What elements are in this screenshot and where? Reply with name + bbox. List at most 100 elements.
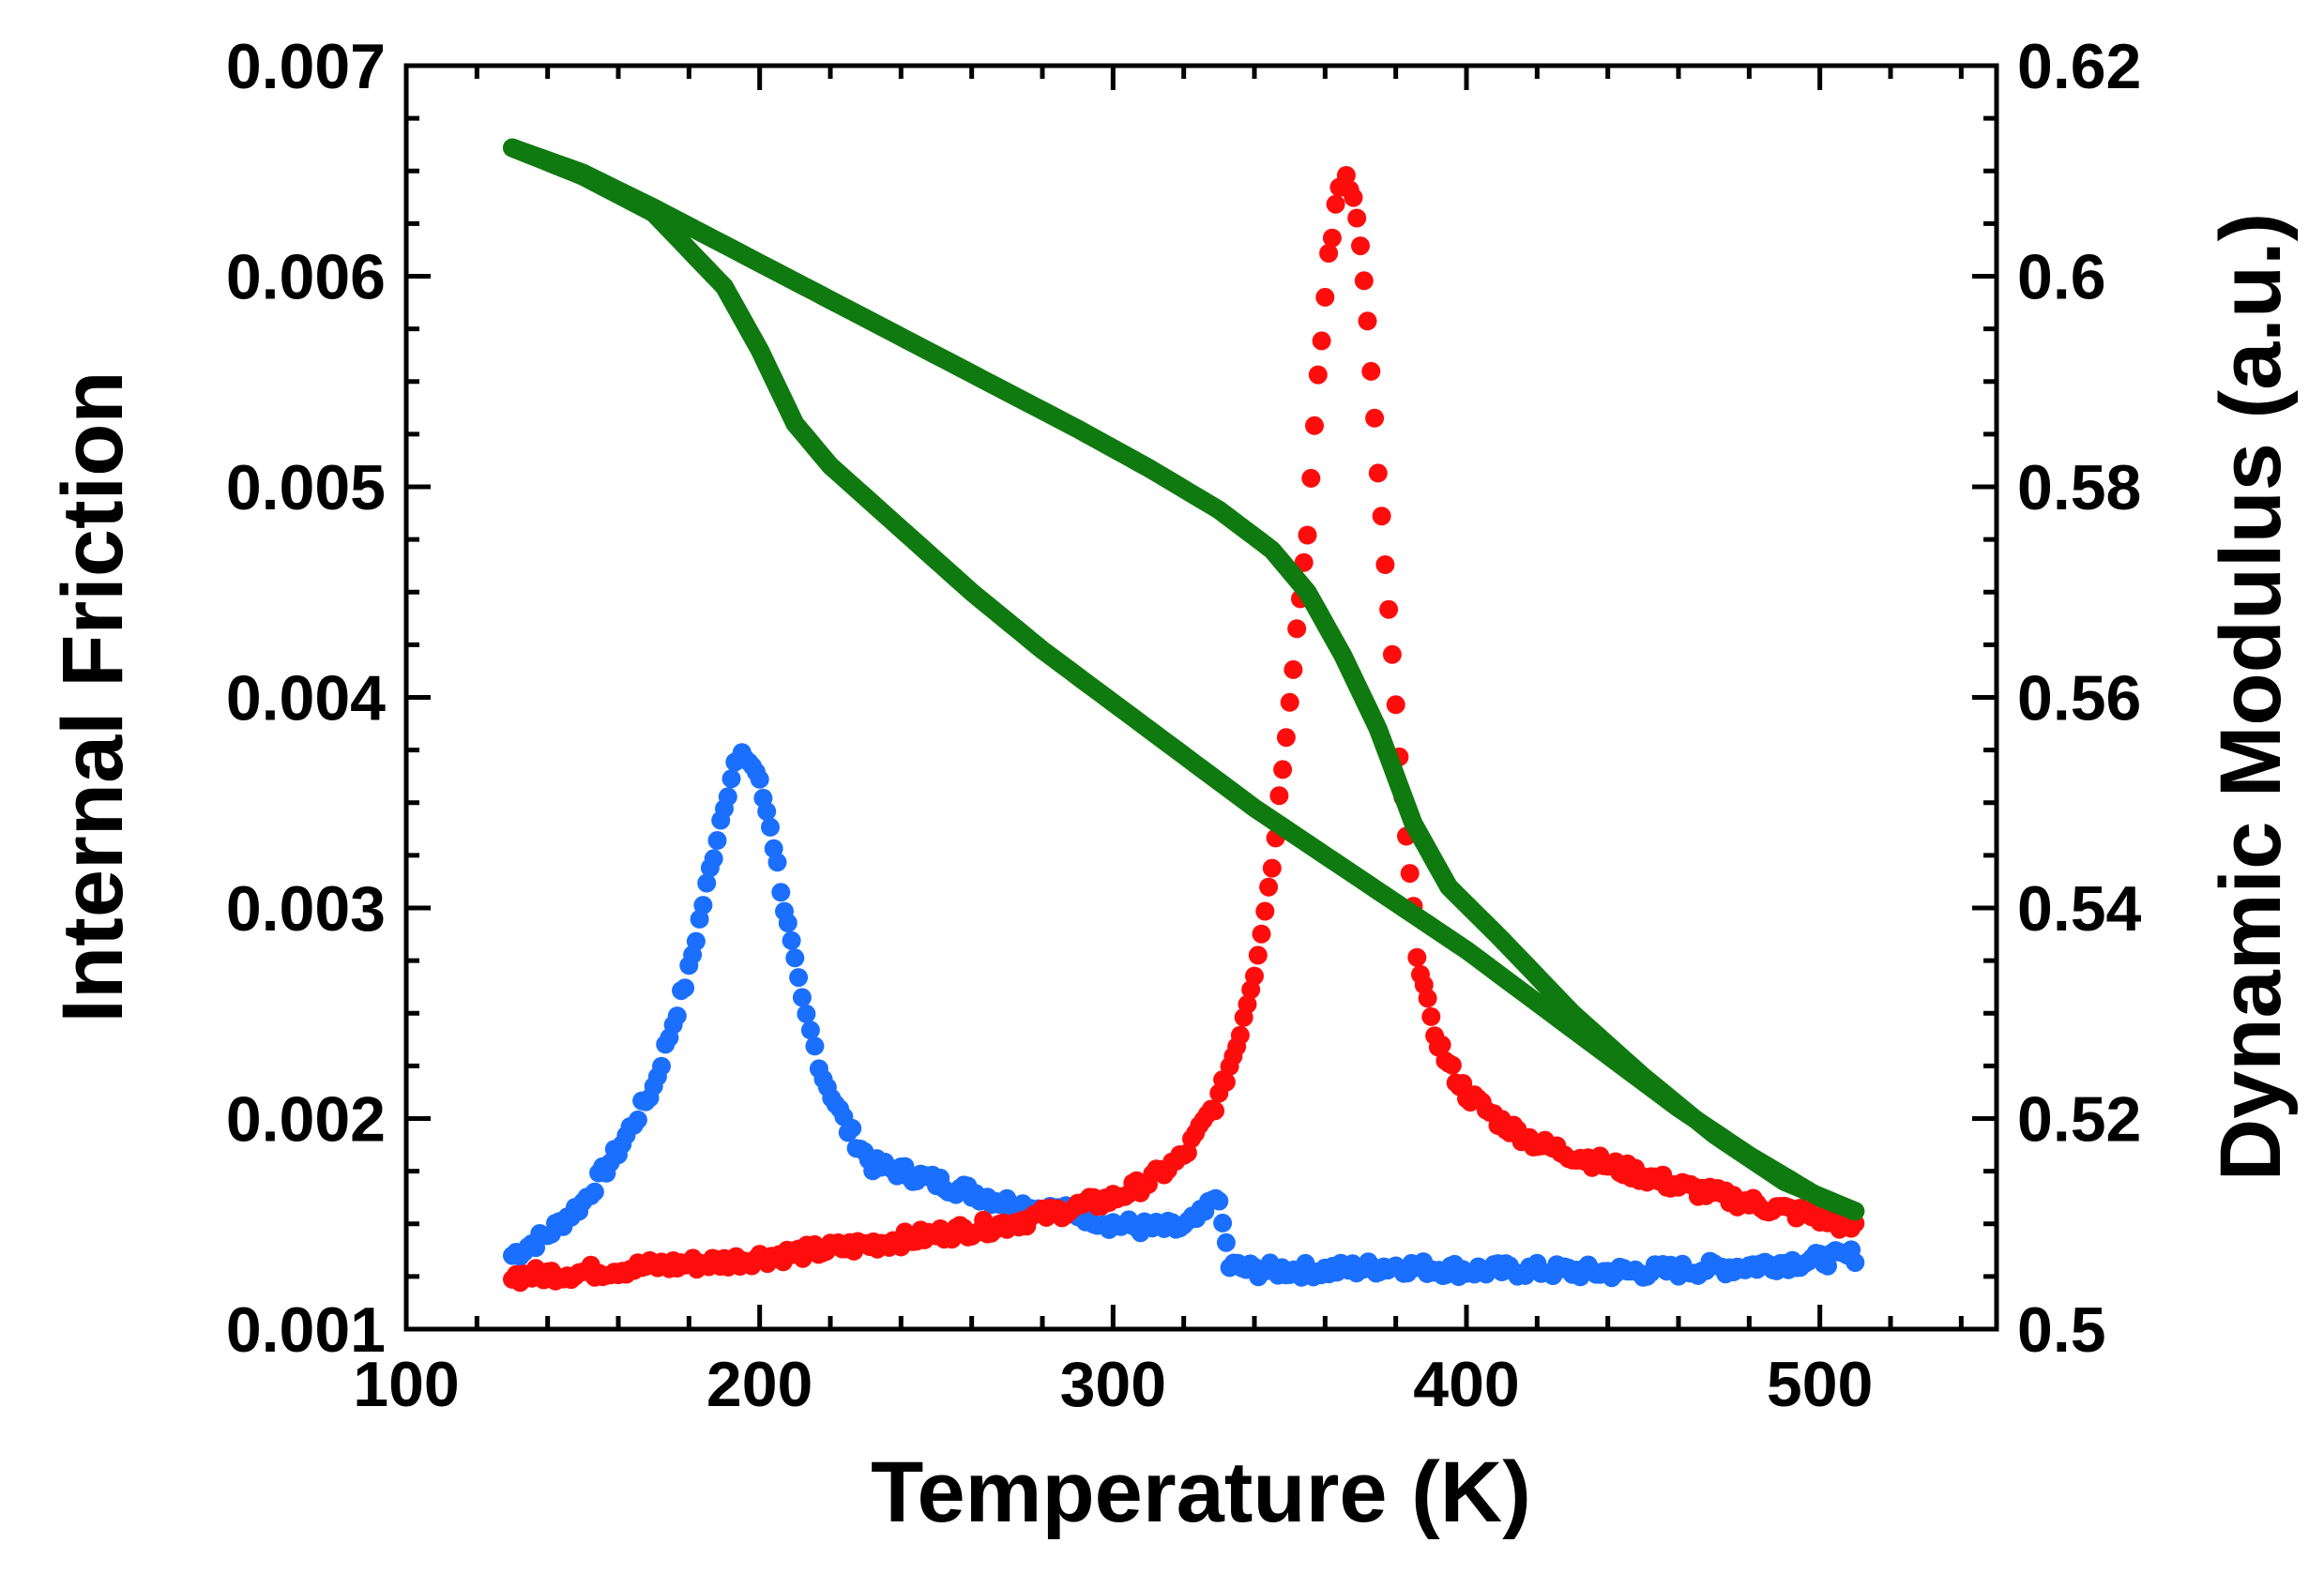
data-point	[1294, 552, 1314, 572]
data-point	[843, 1118, 862, 1138]
data-point	[707, 831, 727, 850]
data-point	[778, 914, 797, 932]
data-point	[1308, 365, 1328, 385]
data-point	[1382, 644, 1402, 664]
data-point	[585, 1182, 604, 1202]
data-point	[1245, 966, 1264, 986]
data-point	[1421, 1006, 1441, 1026]
data-point	[782, 930, 801, 950]
data-point	[1238, 994, 1257, 1014]
y-right-tick-label: 0.6	[2017, 242, 2106, 313]
data-point	[686, 931, 706, 951]
x-tick-label: 500	[1767, 1349, 1873, 1420]
y-left-tick-label: 0.001	[226, 1294, 386, 1366]
y-axis-left-title: Internal Friction	[45, 371, 141, 1022]
x-tick-label: 300	[1060, 1349, 1166, 1420]
data-point	[797, 1004, 816, 1023]
data-point	[1287, 619, 1307, 639]
y-left-tick-label: 0.005	[226, 452, 386, 523]
data-point	[718, 787, 737, 807]
data-point	[750, 769, 769, 789]
data-point	[722, 769, 741, 789]
data-point	[1365, 408, 1385, 428]
data-point	[1351, 236, 1370, 256]
data-point	[676, 978, 695, 998]
data-point	[1453, 1074, 1473, 1093]
x-tick-label: 100	[353, 1349, 459, 1420]
data-point	[1273, 760, 1293, 779]
modulus-curve	[503, 138, 1865, 1221]
x-axis-title: Temperature (K)	[871, 1444, 1531, 1540]
data-point	[652, 1056, 671, 1076]
data-point	[1319, 244, 1339, 263]
data-point	[1375, 555, 1395, 574]
data-point	[767, 853, 787, 872]
y-left-tick-label: 0.004	[226, 663, 386, 734]
data-point	[693, 896, 713, 915]
data-point	[785, 948, 805, 968]
series-internal-friction-blue	[503, 743, 1865, 1288]
data-point	[1213, 1213, 1233, 1233]
data-point	[1284, 659, 1303, 679]
data-point	[1298, 525, 1317, 545]
tick-layer: 100 200 300 400 500 0.001 0.002 0.003 0.004 0.005…	[226, 31, 2142, 1420]
x-tick-label: 200	[706, 1349, 813, 1420]
data-point	[805, 1036, 825, 1056]
data-point	[1336, 166, 1356, 185]
data-point	[771, 883, 791, 902]
data-point	[1347, 208, 1367, 228]
data-point	[1276, 728, 1296, 748]
x-tick-label: 400	[1413, 1349, 1519, 1420]
data-point	[1386, 695, 1405, 715]
data-point	[1301, 468, 1321, 488]
y-right-tick-label: 0.54	[2017, 873, 2142, 945]
data-point	[1230, 1025, 1250, 1045]
data-point	[1407, 947, 1427, 967]
data-point	[1248, 945, 1268, 965]
y-right-tick-label: 0.62	[2017, 31, 2141, 102]
data-point	[1358, 311, 1377, 331]
data-point	[757, 802, 777, 822]
y-left-tick-label: 0.007	[226, 31, 386, 102]
y-left-tick-label: 0.006	[226, 242, 386, 313]
data-point	[704, 849, 723, 869]
data-point	[1322, 228, 1342, 248]
data-point	[667, 1006, 687, 1026]
data-point	[1269, 786, 1289, 806]
y-left-tick-label: 0.002	[226, 1084, 386, 1156]
data-point	[792, 988, 812, 1007]
y-left-tick-label: 0.003	[226, 873, 386, 945]
data-point	[1344, 188, 1363, 207]
data-point	[1418, 989, 1437, 1008]
data-point	[697, 873, 717, 893]
data-point	[761, 817, 780, 837]
data-point	[789, 968, 809, 988]
data-point	[628, 1110, 647, 1129]
y-right-tick-label: 0.5	[2017, 1294, 2106, 1366]
data-point	[1252, 924, 1271, 944]
y-right-tick-label: 0.58	[2017, 452, 2141, 523]
data-point	[1206, 1101, 1225, 1121]
data-point	[1259, 877, 1279, 897]
data-point	[1177, 1143, 1197, 1163]
data-point	[1432, 1035, 1451, 1054]
series-layer	[503, 138, 1865, 1293]
y-right-tick-label: 0.52	[2017, 1084, 2141, 1156]
data-point	[1379, 599, 1399, 619]
data-point	[1442, 1055, 1462, 1075]
data-point	[1846, 1253, 1865, 1272]
y-axis-right-title: Dynamic Modulus (a.u.)	[2203, 213, 2299, 1182]
data-point	[1361, 361, 1381, 381]
data-point	[1216, 1072, 1236, 1092]
data-point	[1255, 901, 1275, 921]
data-point	[1262, 858, 1282, 878]
data-point	[800, 1021, 820, 1040]
data-point	[1326, 194, 1345, 214]
series-dynamic-modulus-heating	[503, 138, 1865, 1221]
data-point	[1305, 416, 1324, 435]
data-point	[1216, 1233, 1236, 1252]
y-right-tick-label: 0.56	[2017, 663, 2141, 734]
data-point	[1315, 287, 1335, 307]
series-internal-friction-red	[503, 166, 1865, 1293]
